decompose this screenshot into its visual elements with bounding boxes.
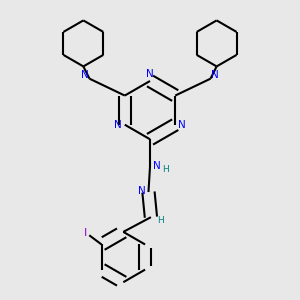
Text: N: N (178, 120, 186, 130)
Text: N: N (138, 186, 146, 197)
Text: N: N (81, 70, 89, 80)
Text: N: N (146, 69, 154, 79)
Text: I: I (84, 228, 87, 238)
Text: H: H (163, 165, 169, 174)
Text: N: N (211, 70, 219, 80)
Text: N: N (114, 120, 122, 130)
Text: N: N (153, 161, 160, 171)
Text: H: H (157, 216, 164, 225)
